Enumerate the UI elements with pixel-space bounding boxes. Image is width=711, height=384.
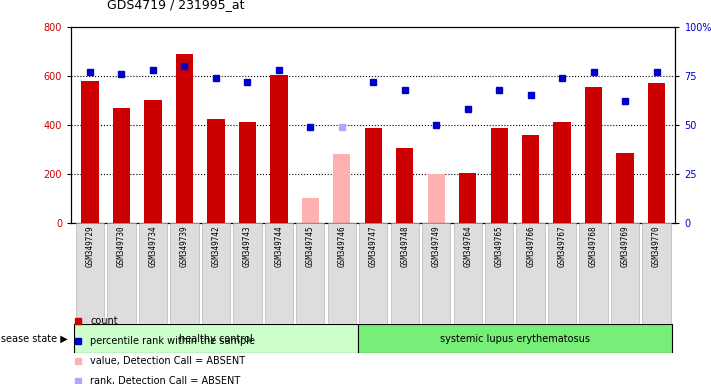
Bar (459, 172, 476, 223)
Bar (170, 223, 198, 324)
Text: GSM349729: GSM349729 (85, 226, 95, 267)
Text: GDS4719 / 231995_at: GDS4719 / 231995_at (107, 0, 244, 12)
Text: GSM349769: GSM349769 (621, 226, 629, 267)
Bar (233, 223, 262, 324)
Text: GSM349739: GSM349739 (180, 226, 189, 267)
Bar (301, 198, 319, 223)
Text: rank, Detection Call = ABSENT: rank, Detection Call = ABSENT (90, 376, 241, 384)
Bar (328, 223, 356, 324)
Text: disease state ▶: disease state ▶ (0, 334, 68, 344)
Bar (264, 223, 293, 324)
Bar (358, 324, 673, 353)
Bar (333, 154, 351, 223)
Bar (296, 223, 324, 324)
Bar (516, 223, 545, 324)
Text: GSM349764: GSM349764 (463, 226, 472, 267)
Bar (365, 129, 382, 223)
Bar (648, 83, 665, 223)
Bar (176, 54, 193, 223)
Bar (207, 119, 225, 223)
Text: GSM349766: GSM349766 (526, 226, 535, 267)
Text: GSM349749: GSM349749 (432, 226, 441, 267)
Text: GSM349734: GSM349734 (149, 226, 157, 267)
Bar (396, 148, 413, 223)
Bar (81, 81, 99, 223)
Text: GSM349770: GSM349770 (652, 226, 661, 267)
Bar (454, 223, 482, 324)
Text: GSM349745: GSM349745 (306, 226, 315, 267)
Bar (76, 223, 104, 324)
Text: GSM349748: GSM349748 (400, 226, 410, 267)
Text: GSM349743: GSM349743 (243, 226, 252, 267)
Text: value, Detection Call = ABSENT: value, Detection Call = ABSENT (90, 356, 245, 366)
Bar (144, 100, 161, 223)
Bar (270, 74, 287, 223)
Text: GSM349767: GSM349767 (557, 226, 567, 267)
Bar (74, 324, 358, 353)
Text: percentile rank within the sample: percentile rank within the sample (90, 336, 255, 346)
Bar (202, 223, 230, 324)
Bar (611, 223, 639, 324)
Text: healthy control: healthy control (179, 334, 253, 344)
Bar (553, 122, 571, 223)
Bar (359, 223, 387, 324)
Text: GSM349744: GSM349744 (274, 226, 284, 267)
Text: GSM349742: GSM349742 (211, 226, 220, 267)
Text: GSM349746: GSM349746 (337, 226, 346, 267)
Bar (107, 223, 136, 324)
Bar (643, 223, 670, 324)
Text: GSM349730: GSM349730 (117, 226, 126, 267)
Bar (427, 174, 445, 223)
Bar (239, 122, 256, 223)
Text: GSM349765: GSM349765 (495, 226, 503, 267)
Bar (139, 223, 167, 324)
Bar (491, 129, 508, 223)
Bar (616, 153, 634, 223)
Bar (485, 223, 513, 324)
Bar (390, 223, 419, 324)
Bar (585, 87, 602, 223)
Text: systemic lupus erythematosus: systemic lupus erythematosus (440, 334, 590, 344)
Bar (422, 223, 450, 324)
Bar (113, 108, 130, 223)
Text: count: count (90, 316, 118, 326)
Text: GSM349747: GSM349747 (369, 226, 378, 267)
Text: GSM349768: GSM349768 (589, 226, 598, 267)
Bar (548, 223, 577, 324)
Bar (579, 223, 608, 324)
Bar (522, 135, 540, 223)
